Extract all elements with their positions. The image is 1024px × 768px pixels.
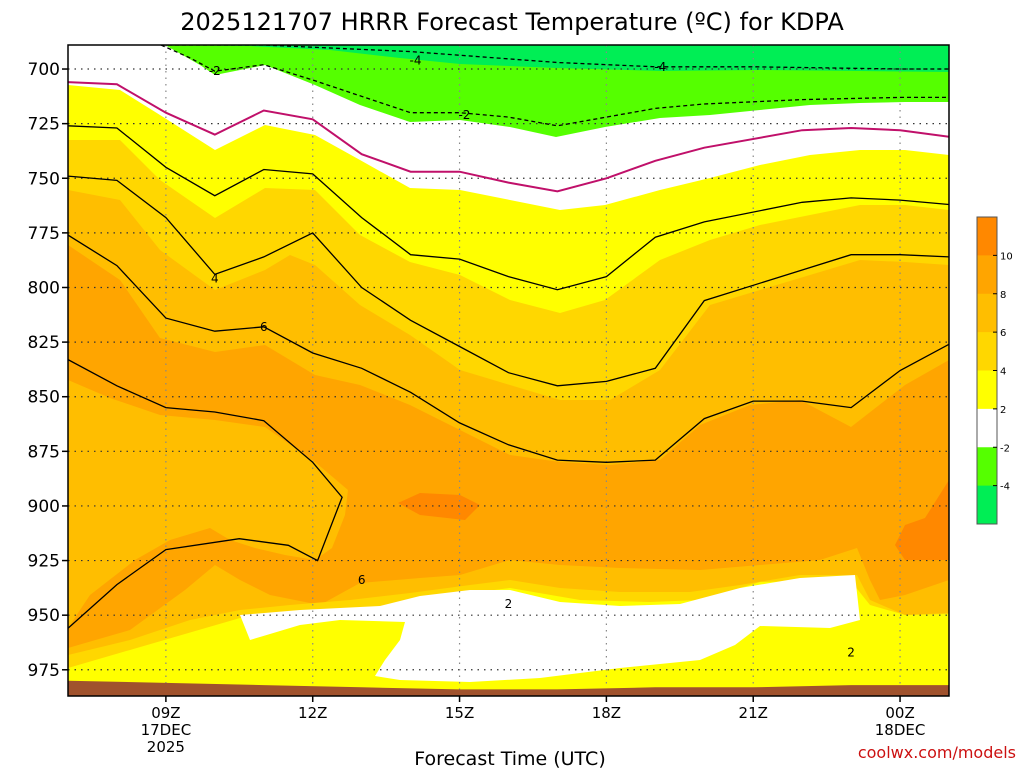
isotherm-line <box>68 175 949 387</box>
colorbar-swatch <box>977 293 997 333</box>
isotherm-line <box>68 234 949 463</box>
colorbar-swatch <box>977 485 997 525</box>
y-tick-label: 975 <box>28 661 60 681</box>
x-tick-label: 17DEC <box>141 721 192 739</box>
colorbar-swatch <box>977 332 997 371</box>
plot-frame <box>67 44 950 697</box>
y-tick-label: 775 <box>28 224 60 244</box>
contour-label: -2 <box>458 108 470 122</box>
contour-label: 6 <box>260 320 268 334</box>
contour-labels: -4 -4 -2 -2 4 6 6 2 2 <box>209 53 855 659</box>
contour-label: -4 <box>654 60 666 74</box>
y-tick-label: 925 <box>28 552 60 572</box>
contour-label: 2 <box>505 597 513 611</box>
isotherm-line <box>160 45 949 127</box>
colorbar-swatch <box>977 217 997 256</box>
contour-label: 4 <box>211 272 219 286</box>
x-tick-label: 18Z <box>592 704 621 722</box>
colorbar-tick-label: 6 <box>1000 328 1006 339</box>
contour-label: -4 <box>410 53 422 67</box>
colorbar-tick-label: 8 <box>1000 290 1006 301</box>
colorbar-tick-label: 10 <box>1000 251 1013 262</box>
y-tick-label: 750 <box>28 169 60 189</box>
x-tick-label: 18DEC <box>875 721 926 739</box>
colorbar-swatch <box>977 370 997 410</box>
x-tick-label: 21Z <box>739 704 768 722</box>
colorbar-tick-label: -2 <box>1000 443 1010 454</box>
y-tick-label: 700 <box>28 60 60 80</box>
x-tick-label: 15Z <box>445 704 474 722</box>
y-tick-label: 800 <box>28 278 60 298</box>
x-tick-label: 12Z <box>298 704 327 722</box>
y-tick-label: 950 <box>28 606 60 626</box>
band-lower-white <box>240 575 860 682</box>
chart-title: 2025121707 HRRR Forecast Temperature (ºC… <box>180 8 844 36</box>
x-tick-label: 2025 <box>147 738 185 756</box>
contour-label: 6 <box>358 573 366 587</box>
colorbar-swatch <box>977 447 997 487</box>
y-tick-label: 900 <box>28 497 60 517</box>
band-right-warm <box>895 480 949 560</box>
isotherm-line <box>161 45 949 70</box>
colorbar: 10 8 6 4 2 -2 -4 <box>976 216 1013 525</box>
credit-text: coolwx.com/models <box>858 743 1016 762</box>
colorbar-tick-label: 2 <box>1000 405 1006 416</box>
colorbar-tick-label: 4 <box>1000 367 1006 378</box>
plot-area: -4 -4 -2 -2 4 6 6 2 2 <box>68 45 949 696</box>
colorbar-swatch <box>977 408 997 448</box>
contour-label: 2 <box>847 645 855 659</box>
y-tick-label: 875 <box>28 442 60 462</box>
band-6-8 <box>68 380 348 628</box>
contour-label: -2 <box>209 64 221 78</box>
colorbar-swatch <box>977 255 997 295</box>
y-tick-label: 850 <box>28 388 60 408</box>
x-axis-title: Forecast Time (UTC) <box>414 748 605 768</box>
surface-terrain <box>68 680 949 696</box>
y-tick-label: 825 <box>28 333 60 353</box>
isotherm-line <box>68 81 949 193</box>
x-tick-label: 00Z <box>885 704 914 722</box>
y-axis: 700 725 750 775 800 825 850 875 900 925 950 975 <box>28 60 68 681</box>
isotherm-line <box>68 125 949 291</box>
isotherm-lines <box>68 45 949 629</box>
isotherm-line <box>68 359 343 629</box>
x-tick-label: 09Z <box>151 704 180 722</box>
y-tick-label: 725 <box>28 115 60 135</box>
colorbar-tick-label: -4 <box>1000 482 1010 493</box>
